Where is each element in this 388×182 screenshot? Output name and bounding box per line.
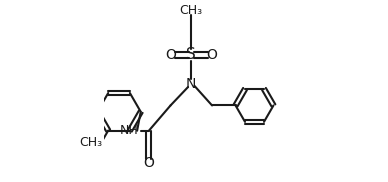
- Text: O: O: [207, 48, 218, 62]
- Text: O: O: [144, 156, 154, 170]
- Text: O: O: [165, 48, 176, 62]
- Text: NH: NH: [119, 124, 138, 137]
- Text: N: N: [186, 77, 196, 91]
- Text: CH₃: CH₃: [180, 4, 203, 17]
- Text: CH₃: CH₃: [79, 136, 102, 149]
- Text: S: S: [186, 47, 196, 62]
